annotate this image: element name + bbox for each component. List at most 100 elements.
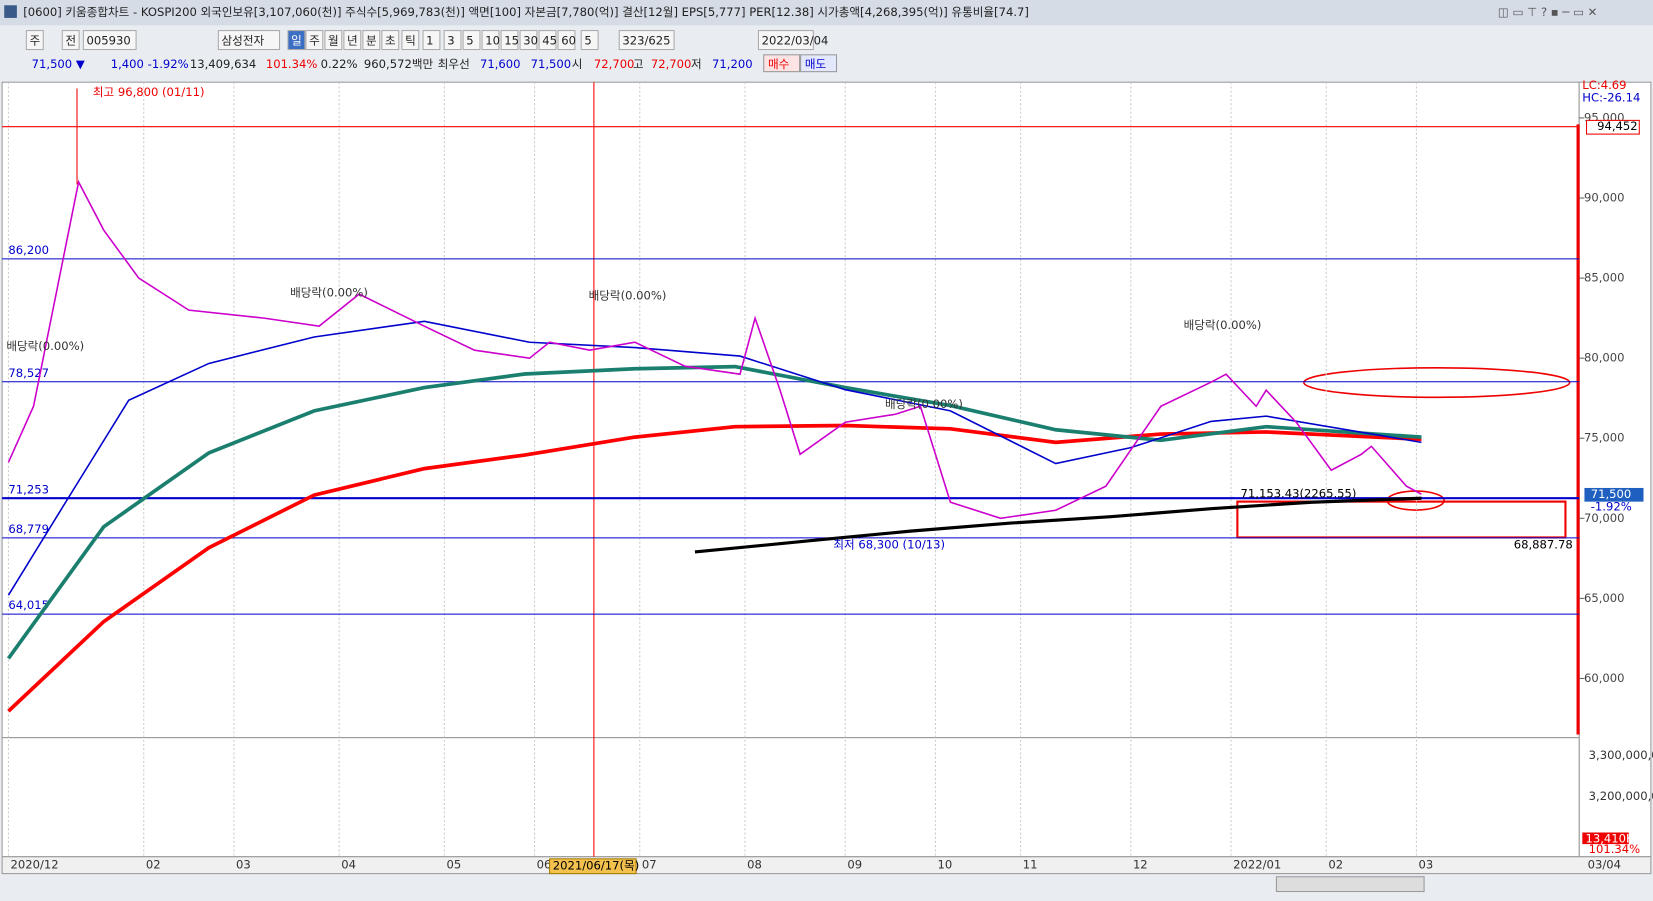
quote-field: 13,409,634	[190, 57, 256, 71]
trade-button[interactable]	[763, 54, 801, 73]
level-label: 86,200	[8, 243, 49, 257]
window-title: [0600] 키움종합차트 - KOSPI200 외국인보유[3,107,060…	[23, 5, 1029, 19]
toolbar-label[interactable]: 30	[523, 34, 538, 48]
toolbar-label[interactable]: 분	[366, 34, 377, 48]
annotation: 배당락(0.00%)	[1184, 318, 1262, 332]
chart: 주 전 005930 삼성전자 일 주 월 년 분 초 틱 1 3 5 10 15 30 45 60 5 323/625…	[2, 30, 1653, 875]
quote-field: 0.22%	[321, 57, 358, 71]
toolbar-label[interactable]: 45	[542, 34, 557, 48]
toolbar-label[interactable]: 초	[385, 34, 396, 48]
scrollbar[interactable]	[1275, 876, 1425, 893]
toolbar-button[interactable]	[500, 30, 519, 51]
quote-field: 71,200	[712, 57, 753, 71]
toolbar-button[interactable]	[443, 30, 462, 51]
toolbar-button[interactable]	[401, 30, 420, 51]
level-label: 78,527	[8, 366, 49, 380]
price-line	[6, 364, 1422, 660]
quote-field: 고	[633, 57, 644, 71]
toolbar-label[interactable]: 전	[65, 34, 76, 48]
toolbar-label[interactable]: 005930	[87, 34, 131, 48]
toolbar-button[interactable]	[381, 30, 400, 51]
annotation: 68,887.78	[1514, 537, 1573, 551]
window-buttons[interactable]: ◫ ▭ ⊤ ? ▪ ─ ▭ ✕	[1498, 5, 1597, 19]
toolbar-label[interactable]: 15	[504, 34, 519, 48]
x-tick-label: 05	[446, 858, 461, 872]
x-tick-label: 12	[1133, 858, 1148, 872]
toolbar-label[interactable]: 주	[30, 34, 41, 48]
title-bar	[0, 0, 1653, 26]
toolbar-button[interactable]	[343, 30, 362, 51]
quote-field: 101.34%	[266, 57, 318, 71]
annotation: 최고 96,800 (01/11)	[93, 85, 205, 99]
quote-field[interactable]: 매도	[805, 57, 827, 71]
annotation: 71,153.43(2265.55)	[1241, 487, 1357, 501]
toolbar-label[interactable]: 월	[328, 34, 339, 48]
toolbar-label[interactable]: 10	[485, 34, 500, 48]
price-line	[7, 320, 1422, 596]
x-tick-label: 02	[1328, 858, 1343, 872]
annotation: LC:4.69	[1582, 78, 1626, 92]
quote-field: 최우선	[438, 57, 470, 71]
toolbar-button[interactable]	[422, 30, 441, 51]
toolbar-button[interactable]	[217, 30, 281, 51]
x-tick-label: 03	[236, 858, 251, 872]
volume-label: 13,410K	[1585, 831, 1634, 845]
toolbar-label[interactable]: 5	[466, 34, 473, 48]
volume-box	[1582, 832, 1629, 845]
y-tick-label: 90,000	[1584, 191, 1625, 205]
toolbar-label[interactable]: 5	[584, 34, 591, 48]
toolbar-button[interactable]	[25, 30, 44, 51]
toolbar-label[interactable]: 60	[561, 34, 576, 48]
toolbar-label[interactable]: 틱	[405, 34, 416, 48]
toolbar-label[interactable]: 주	[309, 34, 320, 48]
win-btn[interactable]: ◫ ▭ ⊤ ? ▪ ─ ▭ ✕	[1498, 5, 1597, 19]
level-label: 71,253	[8, 482, 49, 496]
toolbar-label[interactable]: 년	[347, 34, 358, 48]
toolbar-button[interactable]	[618, 30, 675, 51]
quote-field: 72,700	[651, 57, 692, 71]
y-tick-label: 85,000	[1584, 271, 1625, 285]
annotation: 2021/06/17(목)	[553, 859, 639, 873]
toolbar-button[interactable]	[462, 30, 481, 51]
toolbar-button[interactable]	[538, 30, 557, 51]
quote-field: 시	[572, 57, 583, 71]
x-tick-label: 06	[537, 858, 552, 872]
toolbar-button[interactable]	[362, 30, 381, 51]
quote-field: 72,700	[594, 57, 635, 71]
quote-field: 71,600	[480, 57, 521, 71]
x-tick-label: 09	[847, 858, 862, 872]
toolbar-button[interactable]	[82, 30, 137, 51]
toolbar-button[interactable]	[287, 30, 306, 51]
quote-field: 저	[691, 57, 702, 71]
toolbar-label[interactable]: 1	[426, 34, 433, 48]
x-tick-label: 08	[747, 858, 762, 872]
annotation: HC:-26.14	[1582, 91, 1640, 105]
toolbar-label[interactable]: 삼성전자	[222, 34, 265, 48]
toolbar-label[interactable]: 3	[447, 34, 454, 48]
y-tick-label: 60,000	[1584, 671, 1625, 685]
toolbar-button[interactable]	[557, 30, 576, 51]
toolbar-label[interactable]: 2022/03/04	[762, 34, 829, 48]
toolbar-label[interactable]: 323/625	[622, 34, 670, 48]
toolbar-button[interactable]	[757, 30, 814, 51]
price-label: 71,500	[1591, 487, 1632, 501]
annotation: 최저 68,300 (10/13)	[833, 537, 945, 551]
quote-field: 71,500 ▼	[32, 57, 85, 71]
price-panel	[1, 81, 1580, 739]
quote-field[interactable]: 매수	[768, 57, 790, 71]
annotation: -1.92%	[1591, 499, 1632, 513]
x-tick-label: 2020/12	[11, 858, 59, 872]
x-tick-label: 10	[938, 858, 953, 872]
trade-button[interactable]	[800, 54, 838, 73]
toolbar-button[interactable]	[519, 30, 538, 51]
toolbar-button[interactable]	[324, 30, 343, 51]
y-tick-label: 80,000	[1584, 351, 1625, 365]
toolbar-button[interactable]	[580, 30, 599, 51]
toolbar-button[interactable]	[481, 30, 500, 51]
toolbar-label[interactable]: 일	[291, 34, 302, 48]
cursor-date-box	[549, 858, 637, 875]
toolbar-button[interactable]	[61, 30, 80, 51]
toolbar-button[interactable]	[305, 30, 324, 51]
